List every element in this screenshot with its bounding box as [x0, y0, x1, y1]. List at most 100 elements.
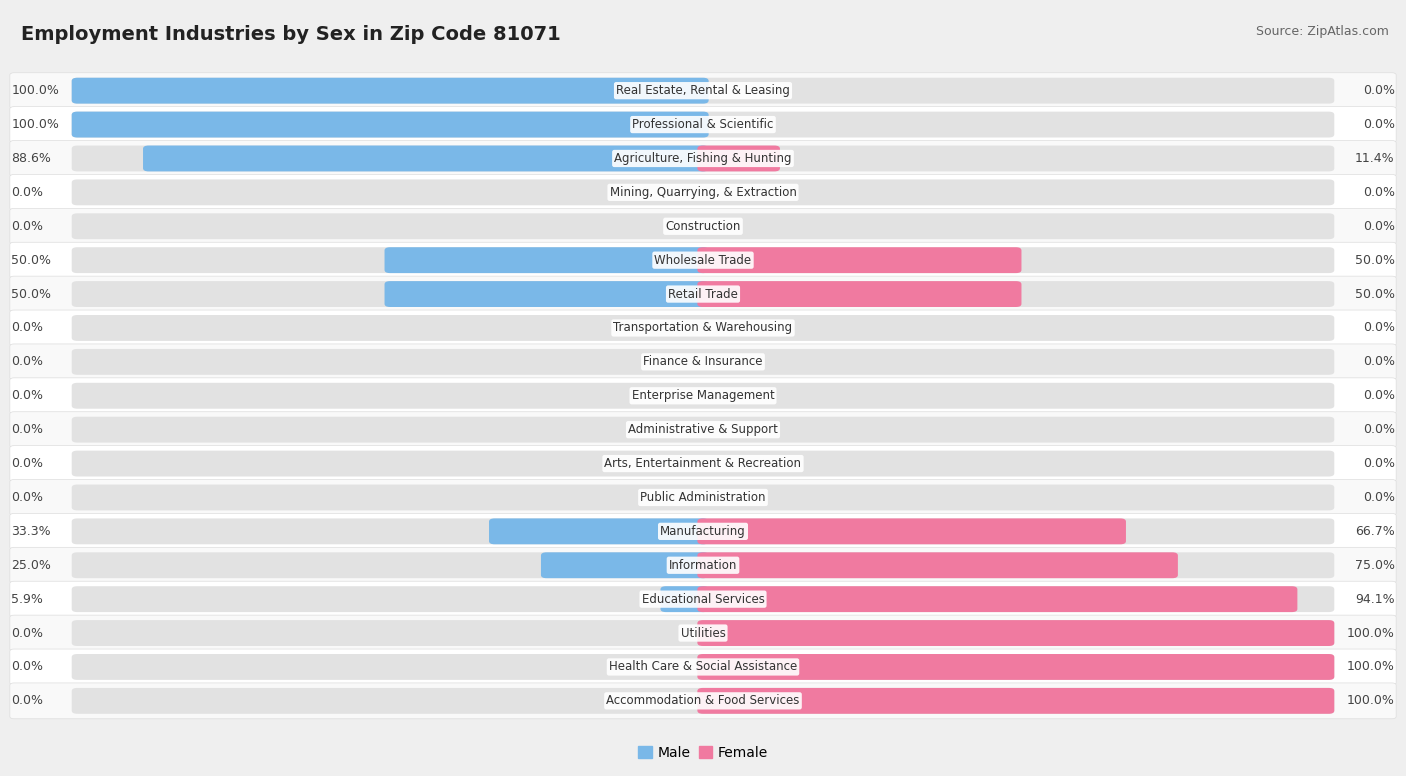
Text: Construction: Construction — [665, 220, 741, 233]
FancyBboxPatch shape — [697, 518, 1126, 544]
Text: 100.0%: 100.0% — [1347, 626, 1395, 639]
FancyBboxPatch shape — [541, 553, 709, 578]
FancyBboxPatch shape — [72, 518, 1334, 544]
Legend: Male, Female: Male, Female — [633, 740, 773, 765]
Text: Finance & Insurance: Finance & Insurance — [644, 355, 762, 369]
FancyBboxPatch shape — [72, 213, 1334, 239]
Text: 0.0%: 0.0% — [1362, 321, 1395, 334]
FancyBboxPatch shape — [10, 445, 1396, 481]
Text: 5.9%: 5.9% — [11, 593, 44, 605]
Text: Wholesale Trade: Wholesale Trade — [654, 254, 752, 267]
FancyBboxPatch shape — [72, 688, 1334, 714]
Text: Source: ZipAtlas.com: Source: ZipAtlas.com — [1256, 25, 1389, 38]
Text: 0.0%: 0.0% — [1362, 84, 1395, 97]
FancyBboxPatch shape — [10, 615, 1396, 651]
Text: Professional & Scientific: Professional & Scientific — [633, 118, 773, 131]
Text: 50.0%: 50.0% — [1355, 254, 1395, 267]
FancyBboxPatch shape — [697, 146, 780, 171]
FancyBboxPatch shape — [10, 480, 1396, 515]
FancyBboxPatch shape — [72, 451, 1334, 476]
FancyBboxPatch shape — [10, 175, 1396, 210]
FancyBboxPatch shape — [10, 276, 1396, 312]
FancyBboxPatch shape — [489, 518, 709, 544]
FancyBboxPatch shape — [72, 112, 1334, 137]
FancyBboxPatch shape — [10, 378, 1396, 414]
Text: 0.0%: 0.0% — [11, 186, 44, 199]
Text: 0.0%: 0.0% — [11, 423, 44, 436]
FancyBboxPatch shape — [697, 620, 1334, 646]
Text: Retail Trade: Retail Trade — [668, 288, 738, 300]
FancyBboxPatch shape — [72, 553, 1334, 578]
FancyBboxPatch shape — [72, 78, 709, 104]
Text: 100.0%: 100.0% — [1347, 695, 1395, 708]
Text: Agriculture, Fishing & Hunting: Agriculture, Fishing & Hunting — [614, 152, 792, 165]
FancyBboxPatch shape — [384, 248, 709, 273]
Text: 11.4%: 11.4% — [1355, 152, 1395, 165]
Text: Health Care & Social Assistance: Health Care & Social Assistance — [609, 660, 797, 674]
FancyBboxPatch shape — [697, 654, 1334, 680]
Text: 25.0%: 25.0% — [11, 559, 51, 572]
Text: 0.0%: 0.0% — [11, 457, 44, 470]
Text: 0.0%: 0.0% — [1362, 220, 1395, 233]
FancyBboxPatch shape — [10, 310, 1396, 346]
Text: 0.0%: 0.0% — [11, 390, 44, 402]
FancyBboxPatch shape — [72, 146, 1334, 171]
Text: Mining, Quarrying, & Extraction: Mining, Quarrying, & Extraction — [610, 186, 796, 199]
Text: 0.0%: 0.0% — [1362, 118, 1395, 131]
FancyBboxPatch shape — [72, 417, 1334, 442]
FancyBboxPatch shape — [72, 112, 709, 137]
Text: Transportation & Warehousing: Transportation & Warehousing — [613, 321, 793, 334]
FancyBboxPatch shape — [10, 208, 1396, 244]
FancyBboxPatch shape — [10, 73, 1396, 109]
Text: 0.0%: 0.0% — [11, 660, 44, 674]
Text: 0.0%: 0.0% — [11, 321, 44, 334]
Text: 50.0%: 50.0% — [11, 288, 51, 300]
FancyBboxPatch shape — [697, 688, 1334, 714]
FancyBboxPatch shape — [143, 146, 709, 171]
Text: 50.0%: 50.0% — [1355, 288, 1395, 300]
FancyBboxPatch shape — [72, 349, 1334, 375]
FancyBboxPatch shape — [661, 586, 709, 612]
Text: 100.0%: 100.0% — [11, 118, 59, 131]
Text: 0.0%: 0.0% — [1362, 457, 1395, 470]
FancyBboxPatch shape — [72, 383, 1334, 409]
Text: Manufacturing: Manufacturing — [661, 525, 745, 538]
Text: 66.7%: 66.7% — [1355, 525, 1395, 538]
Text: Accommodation & Food Services: Accommodation & Food Services — [606, 695, 800, 708]
FancyBboxPatch shape — [10, 547, 1396, 584]
Text: 0.0%: 0.0% — [11, 491, 44, 504]
FancyBboxPatch shape — [72, 484, 1334, 511]
FancyBboxPatch shape — [697, 248, 1021, 273]
FancyBboxPatch shape — [10, 412, 1396, 448]
FancyBboxPatch shape — [697, 281, 1021, 307]
Text: 0.0%: 0.0% — [1362, 355, 1395, 369]
Text: 0.0%: 0.0% — [11, 626, 44, 639]
Text: 0.0%: 0.0% — [1362, 491, 1395, 504]
Text: Administrative & Support: Administrative & Support — [628, 423, 778, 436]
Text: 75.0%: 75.0% — [1355, 559, 1395, 572]
FancyBboxPatch shape — [384, 281, 709, 307]
Text: Information: Information — [669, 559, 737, 572]
FancyBboxPatch shape — [72, 654, 1334, 680]
FancyBboxPatch shape — [697, 553, 1178, 578]
FancyBboxPatch shape — [10, 140, 1396, 176]
Text: 100.0%: 100.0% — [11, 84, 59, 97]
FancyBboxPatch shape — [10, 106, 1396, 143]
Text: 88.6%: 88.6% — [11, 152, 51, 165]
Text: Enterprise Management: Enterprise Management — [631, 390, 775, 402]
Text: Utilities: Utilities — [681, 626, 725, 639]
Text: 0.0%: 0.0% — [11, 695, 44, 708]
FancyBboxPatch shape — [697, 586, 1298, 612]
FancyBboxPatch shape — [72, 179, 1334, 206]
FancyBboxPatch shape — [72, 315, 1334, 341]
Text: 94.1%: 94.1% — [1355, 593, 1395, 605]
Text: 0.0%: 0.0% — [1362, 186, 1395, 199]
Text: 50.0%: 50.0% — [11, 254, 51, 267]
FancyBboxPatch shape — [72, 248, 1334, 273]
Text: Employment Industries by Sex in Zip Code 81071: Employment Industries by Sex in Zip Code… — [21, 25, 561, 43]
Text: 0.0%: 0.0% — [11, 355, 44, 369]
FancyBboxPatch shape — [72, 281, 1334, 307]
Text: 0.0%: 0.0% — [1362, 423, 1395, 436]
Text: Educational Services: Educational Services — [641, 593, 765, 605]
FancyBboxPatch shape — [10, 581, 1396, 617]
